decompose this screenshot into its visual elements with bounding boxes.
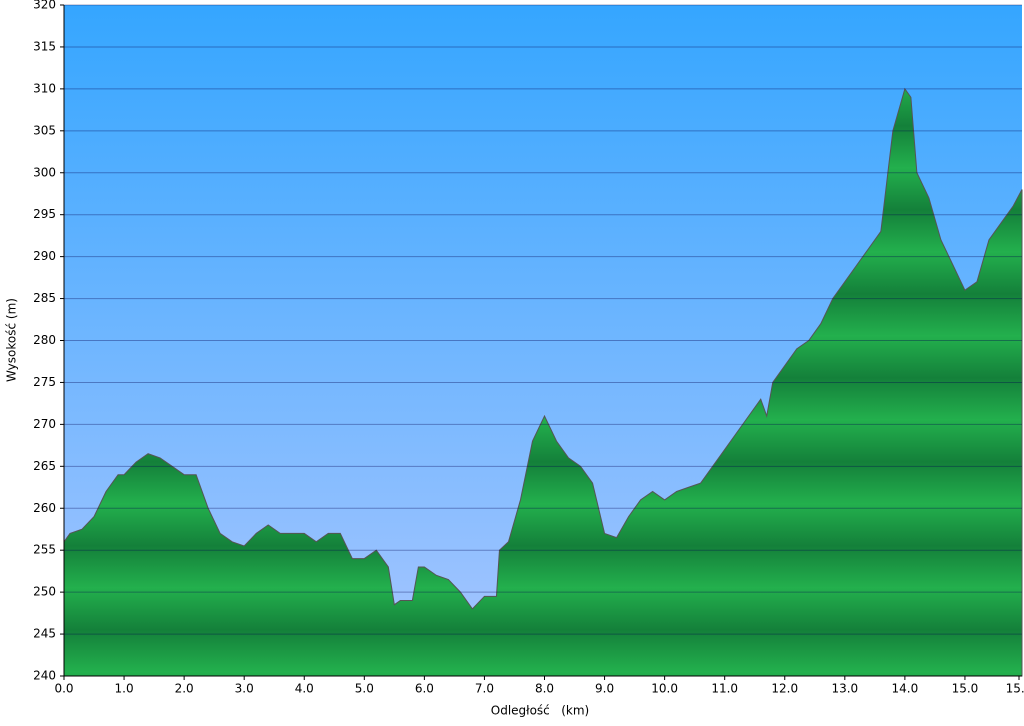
y-tick-label: 315 [33, 39, 56, 53]
x-tick-label: 14.0 [892, 682, 919, 696]
x-tick-label: 7.0 [475, 682, 494, 696]
x-tick-label: 15.9 [1006, 682, 1024, 696]
y-tick-label: 295 [33, 207, 56, 221]
y-tick-label: 275 [33, 375, 56, 389]
y-tick-label: 285 [33, 291, 56, 305]
y-tick-label: 305 [33, 123, 56, 137]
x-tick-label: 0.0 [54, 682, 73, 696]
x-tick-label: 11.0 [711, 682, 738, 696]
x-tick-label: 2.0 [175, 682, 194, 696]
x-tick-label: 15.0 [952, 682, 979, 696]
x-axis-title: Odległość (km) [491, 704, 589, 718]
y-tick-label: 250 [33, 585, 56, 599]
elevation-area [63, 87, 1023, 677]
x-tick-label: 6.0 [415, 682, 434, 696]
y-tick-label: 240 [33, 669, 56, 683]
y-tick-label: 300 [33, 165, 56, 179]
x-tick-label: 1.0 [115, 682, 134, 696]
x-tick-label: 5.0 [355, 682, 374, 696]
x-tick-label: 8.0 [535, 682, 554, 696]
y-tick-label: 280 [33, 333, 56, 347]
y-axis-title: Wysokość (m) [5, 298, 19, 382]
x-tick-label: 10.0 [651, 682, 678, 696]
x-tick-label: 9.0 [595, 682, 614, 696]
x-tick-label: 12.0 [771, 682, 798, 696]
y-tick-label: 260 [33, 501, 56, 515]
x-tick-label: 4.0 [295, 682, 314, 696]
y-tick-label: 265 [33, 459, 56, 473]
y-tick-label: 290 [33, 249, 56, 263]
y-tick-label: 310 [33, 81, 56, 95]
x-tick-label: 13.0 [831, 682, 858, 696]
y-tick-label: 255 [33, 543, 56, 557]
y-tick-label: 245 [33, 627, 56, 641]
x-tick-label: 3.0 [235, 682, 254, 696]
y-tick-label: 270 [33, 417, 56, 431]
y-tick-label: 320 [33, 0, 56, 12]
